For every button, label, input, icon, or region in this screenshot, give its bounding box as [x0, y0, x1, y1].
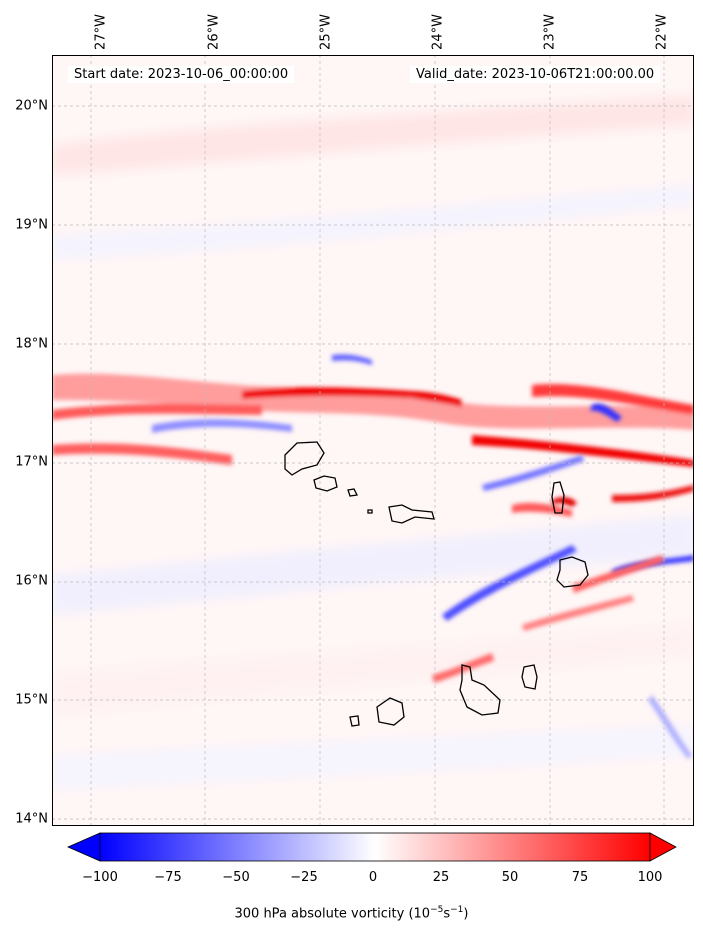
colorbar-tick-label: 0: [368, 870, 378, 885]
start-date-label: Start date: 2023-10-06_00:00:00: [68, 66, 295, 83]
colorbar-tick-label: 75: [571, 870, 589, 885]
island-sao-vicente: [313, 475, 338, 492]
colorbar-tick-label: −75: [154, 870, 182, 885]
vorticity-band: [52, 373, 694, 502]
lat-label: 17°N: [15, 454, 48, 470]
island-santiago: [459, 664, 501, 716]
negative-vorticity: [152, 354, 694, 759]
colorbar-tick-label: 50: [501, 870, 519, 885]
vorticity-map: [52, 55, 694, 826]
coastlines: [284, 441, 589, 727]
lon-label: 26°W: [206, 14, 222, 50]
island-brava: [349, 715, 360, 727]
colorbar: [67, 832, 677, 862]
colorbar-gradient: [99, 832, 651, 862]
island-fogo: [376, 697, 405, 726]
gridlines: [52, 55, 694, 826]
island-boa-vista: [556, 556, 589, 588]
lat-label: 16°N: [15, 573, 48, 589]
lat-label: 18°N: [15, 336, 48, 352]
colorbar-tick-label: −25: [290, 870, 318, 885]
island-raso: [367, 509, 373, 514]
colorbar-tick-label: −100: [82, 870, 118, 885]
lon-label: 22°W: [654, 14, 670, 50]
colorbar-min-arrow: [67, 832, 101, 862]
island-sao-nicolau: [388, 504, 435, 524]
background-field: [52, 55, 694, 826]
lat-label: 15°N: [15, 692, 48, 708]
valid-date-label: Valid_date: 2023-10-06T21:00:00.00: [410, 66, 661, 83]
colorbar-caption: 300 hPa absolute vorticity (10−5s−1): [234, 905, 469, 922]
island-santa-luzia: [347, 488, 358, 497]
colorbar-tick-label: 100: [637, 870, 663, 885]
lat-label: 14°N: [15, 811, 48, 827]
lon-label: 24°W: [430, 14, 446, 50]
lon-label: 23°W: [542, 14, 558, 50]
island-santo-antao: [284, 441, 325, 476]
colorbar-tick-label: −50: [222, 870, 250, 885]
island-sal: [551, 481, 565, 514]
island-maio: [521, 664, 538, 690]
colorbar-tick-label: 25: [432, 870, 450, 885]
lat-label: 19°N: [15, 217, 48, 233]
colorbar-max-arrow: [649, 832, 677, 862]
lon-label: 25°W: [318, 14, 334, 50]
weak-vorticity-field: [52, 95, 694, 790]
lat-label: 20°N: [15, 98, 48, 114]
map-frame: [52, 55, 694, 826]
lon-label: 27°W: [93, 14, 109, 50]
